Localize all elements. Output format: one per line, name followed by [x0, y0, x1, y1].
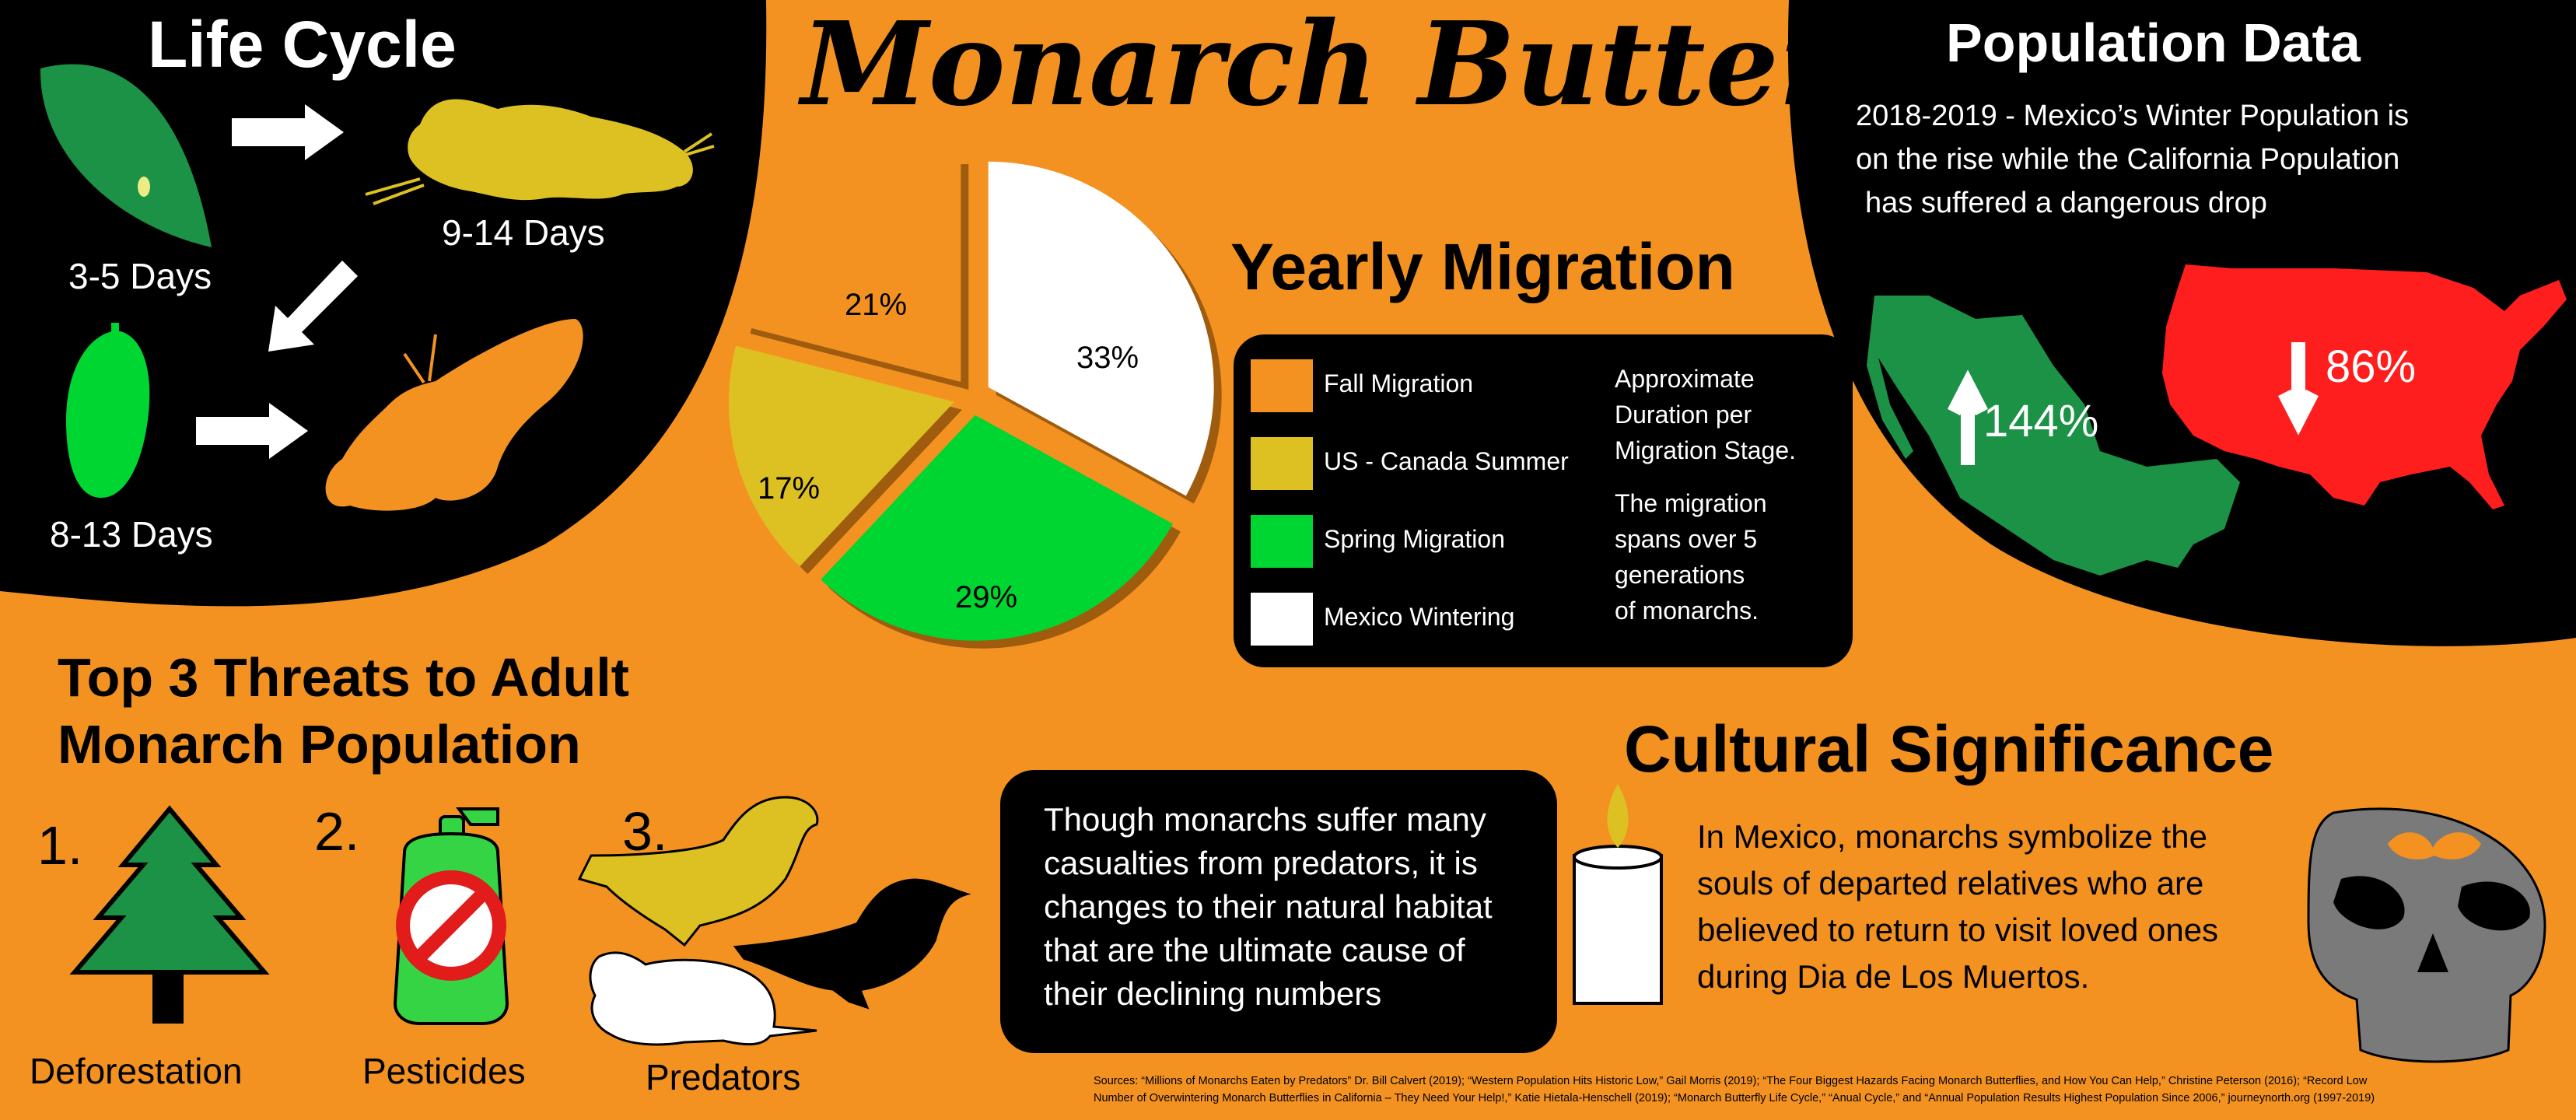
cultural-heading: Cultural Significance — [1624, 712, 2274, 786]
pie-slice-fall — [742, 156, 961, 383]
pie-slice-summer — [728, 345, 954, 567]
bird-icon — [729, 876, 977, 1013]
callout-text-line: that are the ultimate cause of — [1044, 932, 1465, 968]
arrow-icon — [196, 403, 308, 459]
mexico-map-icon — [1867, 296, 2240, 576]
pie-slice-wintering — [988, 161, 1214, 496]
migration-legend-box — [1234, 334, 1853, 667]
migration-note-line: spans over 5 — [1615, 525, 1758, 553]
legend-swatch-fall — [1251, 359, 1313, 412]
threat-label-predators: Predators — [646, 1057, 801, 1097]
callout-text-line: casualties from predators, it is — [1044, 845, 1478, 881]
callout-text-line: Though monarchs suffer many — [1044, 801, 1486, 838]
skull-icon — [2307, 807, 2546, 1063]
chrysalis-days-label: 8-13 Days — [50, 514, 213, 555]
candle-icon — [1573, 784, 1663, 1005]
threats-heading-line: Monarch Population — [58, 714, 581, 775]
migration-note-line: Migration Stage. — [1615, 436, 1797, 464]
usa-map-icon — [2162, 264, 2567, 509]
migration-note-line: The migration — [1615, 489, 1767, 517]
migration-note-line: generations — [1615, 561, 1745, 589]
life-cycle-heading: Life Cycle — [148, 8, 457, 81]
pie-label-summer: 17% — [758, 471, 821, 506]
threat-label-pesticides: Pesticides — [362, 1051, 526, 1091]
egg-days-label: 3-5 Days — [68, 256, 212, 296]
predator-callout-box — [1000, 770, 1557, 1053]
population-heading: Population Data — [1946, 12, 2361, 73]
cultural-text-line: believed to return to visit loved ones — [1697, 912, 2219, 948]
cultural-text-line: souls of departed relatives who are — [1697, 865, 2204, 901]
mexico-change-value: 144% — [1983, 396, 2099, 446]
legend-label-fall: Fall Migration — [1324, 369, 1474, 397]
caterpillar-days-label: 9-14 Days — [442, 212, 605, 253]
pie-label-spring: 29% — [955, 580, 1018, 614]
arrow-icon — [268, 261, 358, 352]
threat-number: 3. — [622, 801, 668, 862]
threat-label-deforestation: Deforestation — [30, 1051, 243, 1091]
pie-slice-spring — [821, 415, 1173, 641]
mouse-icon — [589, 951, 817, 1046]
page-title: Monarch Butterfly — [801, 0, 1990, 131]
population-text-line: has suffered a dangerous drop — [1865, 187, 2267, 219]
migration-note-line: of monarchs. — [1615, 597, 1759, 625]
migration-pie-chart — [728, 156, 1222, 649]
pie-label-wintering: 33% — [1076, 341, 1139, 375]
threats-heading-line: Top 3 Threats to Adult — [58, 647, 629, 708]
migration-note-line: Duration per — [1615, 401, 1752, 429]
legend-swatch-wintering — [1251, 593, 1313, 646]
cultural-text-line: during Dia de Los Muertos. — [1697, 958, 2090, 995]
migration-heading: Yearly Migration — [1230, 230, 1735, 303]
chrysalis-icon — [66, 323, 150, 498]
us-change-value: 86% — [2326, 341, 2417, 392]
pesticide-bottle-icon — [393, 807, 509, 1025]
legend-label-wintering: Mexico Wintering — [1324, 603, 1515, 631]
threat-number: 1. — [37, 815, 83, 876]
legend-label-summer: US - Canada Summer — [1324, 447, 1569, 475]
legend-swatch-summer — [1251, 437, 1313, 490]
sources-line: Number of Overwintering Monarch Butterfl… — [1094, 1092, 2375, 1104]
callout-text-line: their declining numbers — [1044, 975, 1382, 1012]
cultural-text-line: In Mexico, monarchs symbolize the — [1697, 818, 2207, 855]
arrow-icon — [232, 104, 344, 160]
leaf-egg-icon — [40, 64, 212, 248]
threat-number: 2. — [314, 801, 360, 862]
legend-swatch-spring — [1251, 515, 1313, 568]
bird-icon — [577, 796, 819, 947]
callout-text-line: changes to their natural habitat — [1044, 888, 1493, 925]
butterfly-icon — [325, 319, 583, 511]
caterpillar-icon — [365, 99, 715, 205]
legend-label-spring: Spring Migration — [1324, 525, 1505, 553]
sources-line: Sources: “Millions of Monarchs Eaten by … — [1094, 1075, 2368, 1087]
population-text-line: on the rise while the California Populat… — [1856, 143, 2400, 176]
migration-note-line: Approximate — [1615, 365, 1755, 393]
tree-icon — [69, 805, 270, 1024]
population-text-line: 2018-2019 - Mexico’s Winter Population i… — [1856, 100, 2410, 132]
pie-label-fall: 21% — [845, 288, 908, 322]
